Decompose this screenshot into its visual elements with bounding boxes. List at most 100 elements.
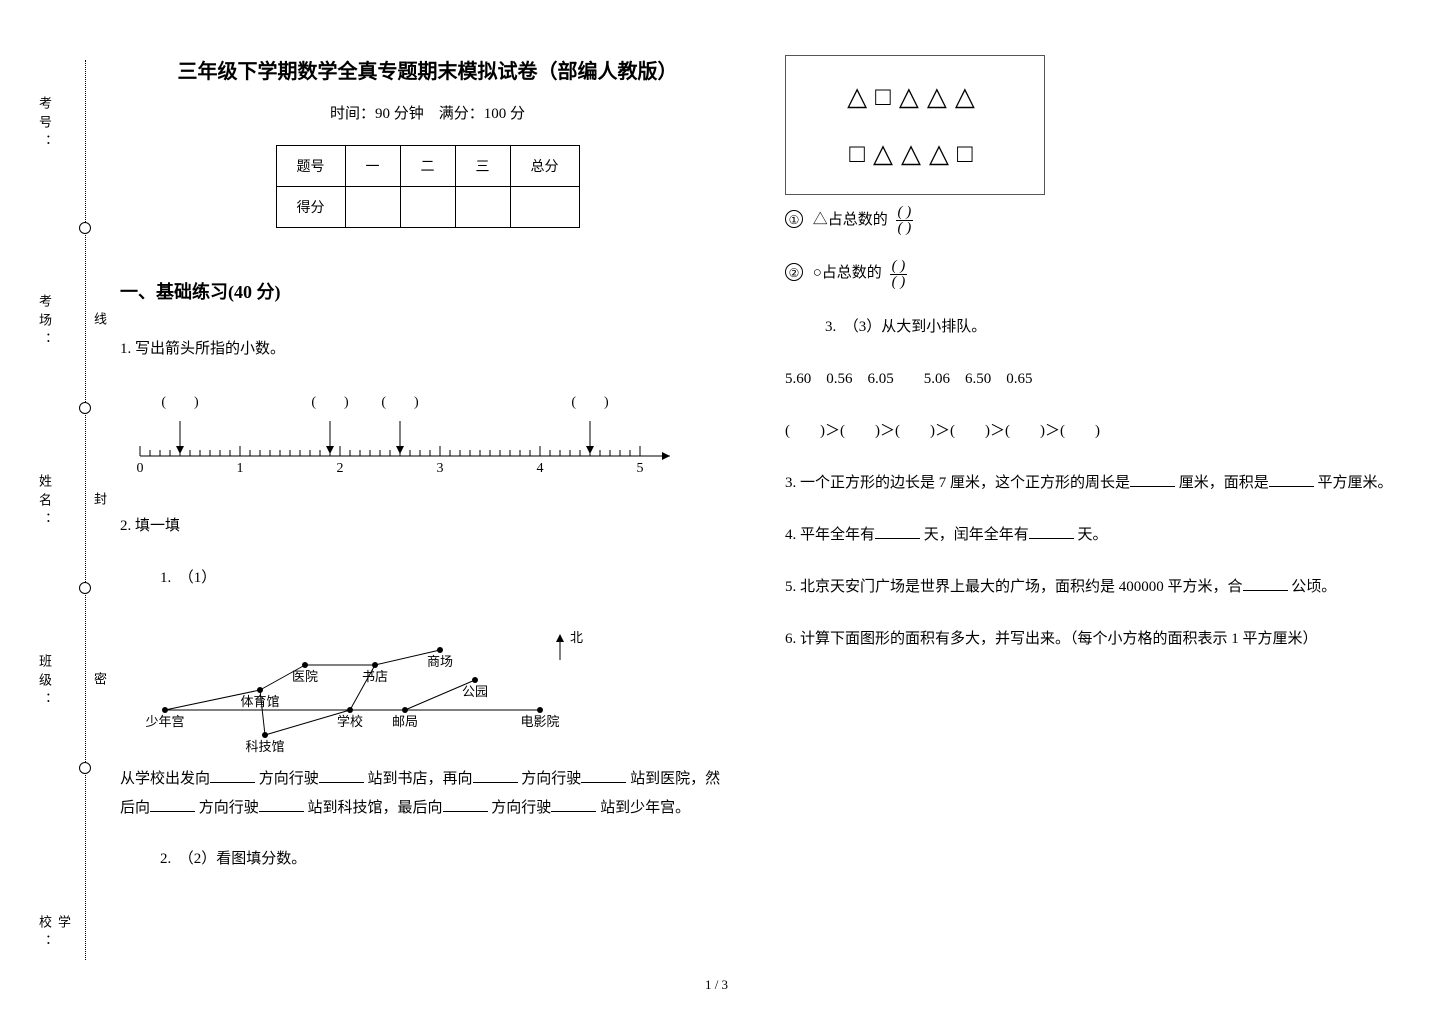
t: 方向行驶: [521, 771, 581, 787]
map-figure: 学校邮局电影院公园商场书店医院体育馆少年宫科技馆北 从学校出发向 方向行驶 站到…: [120, 615, 735, 822]
svg-text:2: 2: [337, 461, 344, 476]
question-2-3-num: 3. （3）从大到小排队。: [785, 312, 1400, 342]
score-table: 题号一二三总分 得分: [276, 145, 580, 228]
svg-text:4: 4: [537, 461, 544, 476]
svg-text:5: 5: [637, 461, 644, 476]
score-header-cell: 一: [345, 146, 400, 187]
binding-circle: [79, 582, 91, 594]
binding-dotted-line: [85, 60, 86, 960]
svg-text:医院: 医院: [292, 669, 318, 684]
blank[interactable]: [150, 797, 195, 812]
svg-text:邮局: 邮局: [392, 714, 418, 729]
triangle-fraction-line: ① △占总数的 ( ) ( ): [785, 205, 1400, 236]
question-1: 1. 写出箭头所指的小数。: [120, 334, 735, 364]
fraction-blank[interactable]: ( ) ( ): [896, 205, 914, 236]
exam-subtitle: 时间：90 分钟 满分：100 分: [120, 102, 735, 123]
score-value-row: 得分: [276, 187, 579, 228]
question-2-2-num: 2. （2）看图填分数。: [120, 844, 735, 874]
shapes-line-2: □△△△□: [798, 125, 1032, 182]
svg-text:0: 0: [137, 461, 144, 476]
blank[interactable]: [1269, 472, 1314, 487]
binding-margin: 考号：考场：姓名：班级：学校：线封密: [35, 60, 95, 960]
binding-seal-char: 密: [90, 672, 109, 691]
question-2-1-num: 1. （1）: [120, 563, 735, 593]
t: △占总数的: [813, 212, 888, 228]
svg-text:北: 北: [570, 630, 583, 645]
t: 站到书店，再向: [368, 771, 473, 787]
circled-1: ①: [785, 210, 803, 228]
binding-circle: [79, 762, 91, 774]
svg-text:科技馆: 科技馆: [245, 739, 284, 754]
blank[interactable]: [1243, 576, 1288, 591]
t: 方向行驶: [199, 800, 259, 816]
svg-text:书店: 书店: [362, 669, 388, 684]
t: 站到科技馆，最后向: [308, 800, 443, 816]
score-header-cell: 总分: [510, 146, 579, 187]
score-row-label: 得分: [276, 187, 345, 228]
svg-text:( ): ( ): [571, 395, 609, 410]
svg-text:体育馆: 体育馆: [240, 694, 279, 709]
svg-text:( ): ( ): [311, 395, 349, 410]
question-4: 4. 平年全年有 天，闰年全年有 天。: [785, 520, 1400, 550]
score-header-cell: 二: [400, 146, 455, 187]
t: 方向行驶: [259, 771, 319, 787]
score-blank-cell[interactable]: [400, 187, 455, 228]
binding-label: 学校：: [35, 915, 73, 960]
svg-text:3: 3: [437, 461, 444, 476]
binding-label: 考场：: [35, 294, 54, 351]
blank[interactable]: [581, 768, 626, 783]
binding-label: 姓名：: [35, 474, 54, 531]
blank[interactable]: [259, 797, 304, 812]
circle-fraction-line: ② ○占总数的 ( ) ( ): [785, 258, 1400, 289]
score-header-cell: 三: [455, 146, 510, 187]
exam-title: 三年级下学期数学全真专题期末模拟试卷（部编人教版）: [120, 55, 735, 84]
binding-circle: [79, 222, 91, 234]
question-6: 6. 计算下面图形的面积有多大，并写出来。（每个小方格的面积表示 1 平方厘米）: [785, 624, 1400, 654]
page-content: 三年级下学期数学全真专题期末模拟试卷（部编人教版） 时间：90 分钟 满分：10…: [120, 55, 1400, 955]
t: 从学校出发向: [120, 771, 210, 787]
t: ○占总数的: [813, 265, 882, 281]
score-header-cell: 题号: [276, 146, 345, 187]
blank[interactable]: [319, 768, 364, 783]
map-svg: 学校邮局电影院公园商场书店医院体育馆少年宫科技馆北: [120, 615, 590, 765]
question-5: 5. 北京天安门广场是世界上最大的广场，面积约是 400000 平方米，合 公顷…: [785, 572, 1400, 602]
blank[interactable]: [1130, 472, 1175, 487]
number-line-svg: 0 1 2 3 4 5 ( ) ( ) ( ) ( ): [120, 386, 690, 476]
binding-label: 考号：: [35, 96, 54, 153]
t: 方向行驶: [491, 800, 551, 816]
question-2-stem: 2. 填一填: [120, 511, 735, 541]
svg-text:( ): ( ): [381, 395, 419, 410]
question-2-1-text: 从学校出发向 方向行驶 站到书店，再向 方向行驶 站到医院，然后向 方向行驶 站…: [120, 765, 735, 822]
binding-seal-char: 封: [90, 492, 109, 511]
blank[interactable]: [1029, 524, 1074, 539]
score-header-row: 题号一二三总分: [276, 146, 579, 187]
blank[interactable]: [551, 797, 596, 812]
score-blank-cell[interactable]: [345, 187, 400, 228]
svg-text:少年宫: 少年宫: [145, 714, 184, 729]
fraction-blank[interactable]: ( ) ( ): [890, 259, 908, 290]
sort-slots: ( )＞( )＞( )＞( )＞( )＞( ): [785, 416, 1400, 446]
blank[interactable]: [443, 797, 488, 812]
svg-text:公园: 公园: [462, 684, 488, 699]
blank[interactable]: [210, 768, 255, 783]
svg-text:( ): ( ): [161, 395, 199, 410]
svg-text:1: 1: [237, 461, 244, 476]
t: 站到少年宫。: [600, 800, 690, 816]
score-blank-cell[interactable]: [455, 187, 510, 228]
svg-text:学校: 学校: [337, 714, 363, 729]
binding-circle: [79, 402, 91, 414]
binding-seal-char: 线: [90, 312, 109, 331]
shapes-line-1: △□△△△: [798, 68, 1032, 125]
circled-2: ②: [785, 263, 803, 281]
section-1-title: 一、基础练习(40 分): [120, 278, 735, 304]
question-3: 3. 一个正方形的边长是 7 厘米，这个正方形的周长是 厘米，面积是 平方厘米。: [785, 468, 1400, 498]
page-number: 1 / 3: [0, 977, 1433, 993]
shapes-box: △□△△△ □△△△□: [785, 55, 1045, 195]
number-line-figure: 0 1 2 3 4 5 ( ) ( ) ( ) ( ): [120, 386, 735, 481]
blank[interactable]: [875, 524, 920, 539]
score-blank-cell[interactable]: [510, 187, 579, 228]
blank[interactable]: [473, 768, 518, 783]
svg-text:电影院: 电影院: [520, 714, 559, 729]
sort-values: 5.60 0.56 6.05 5.06 6.50 0.65: [785, 364, 1400, 394]
binding-label: 班级：: [35, 654, 54, 711]
